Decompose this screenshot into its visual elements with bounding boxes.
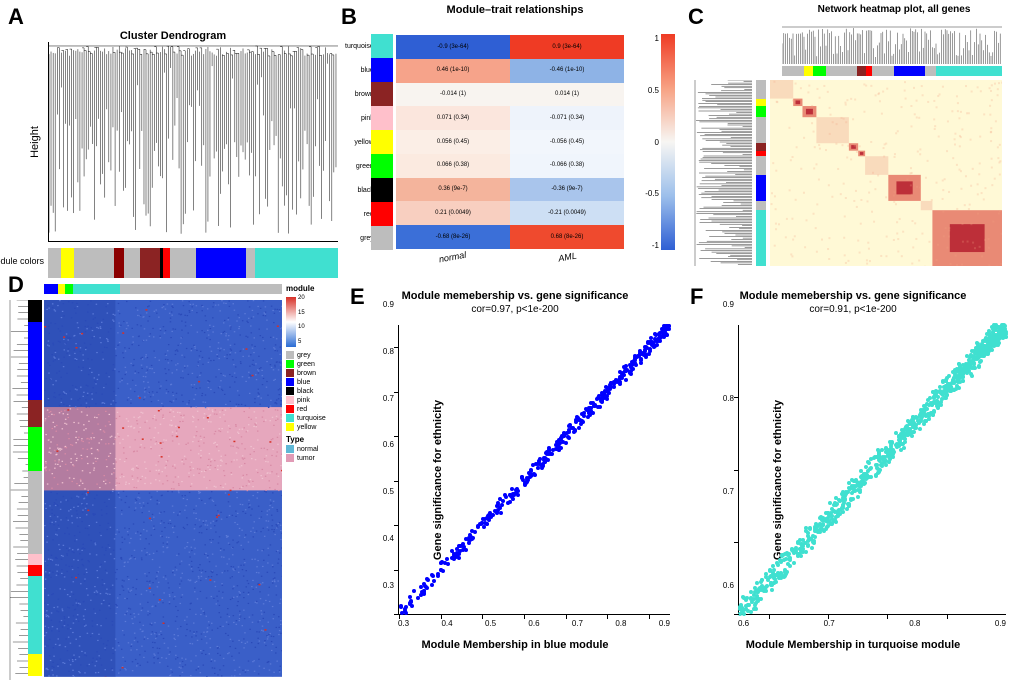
scatter-e-xlabel: Module Membership in blue module [350,639,680,651]
network-heatmap [770,80,1002,266]
panel-a: A Cluster Dendrogram Height 0.20.40.60.8… [8,4,338,274]
module-trait-grid: -0.9 (3e-64)0.9 (3e-64)0.46 (1e-10)-0.46… [395,34,625,250]
dendrogram-plot: Height [48,42,338,242]
scatter-f-xticks: 0.60.70.80.9 [738,619,1006,628]
heatmap-row-dendro [8,300,28,680]
network-top-dendro [782,24,1002,64]
panel-e: E Module memebership vs. gene significan… [350,290,680,670]
panel-label-f: F [690,284,703,310]
module-trait-rowchips [371,34,393,250]
dendrogram-svg [49,42,338,241]
panel-label-b: B [341,4,357,30]
network-left-dendro [692,80,752,266]
dendrogram-title: Cluster Dendrogram [8,30,338,42]
panel-c: C Network heatmap plot, all genes [692,4,1016,272]
panel-b: B Module–trait relationships turquoisebl… [345,4,685,272]
module-strip-label: Module colors [0,256,44,266]
heatmap-top-annot [44,284,282,294]
module-trait-title: Module–trait relationships [345,4,685,16]
panel-label-c: C [688,4,704,30]
module-color-strip: Module colors [48,248,338,278]
heatmap-rowbar [28,300,42,676]
module-trait-scale [661,34,675,250]
panel-label-e: E [350,284,365,310]
figure: A Cluster Dendrogram Height 0.20.40.60.8… [0,0,1020,684]
panel-d: D module2015105greygreenbrownblueblackpi… [8,278,338,680]
scatter-e-plot [398,325,670,615]
scatter-e-xticks: 0.30.40.50.60.70.80.9 [398,619,670,628]
scatter-f-plot [738,325,1006,615]
panel-label-d: D [8,272,24,298]
network-left-strip [756,80,766,266]
scatter-f-title: Module memebership vs. gene significance [690,290,1016,302]
heatmap-legend: module2015105greygreenbrownblueblackpink… [286,284,338,463]
module-trait-cols: normal AML [395,252,625,262]
network-top-strip [782,66,1002,76]
network-heatmap-title: Network heatmap plot, all genes [772,4,1016,15]
scatter-e-sub: cor=0.97, p<1e-200 [350,304,680,315]
panel-f: F Module memebership vs. gene significan… [690,290,1016,670]
scatter-f-yticks: 0.90.80.70.6 [714,300,734,590]
heatmap-main [44,300,282,677]
scatter-e-title: Module memebership vs. gene significance [350,290,680,302]
panel-label-a: A [8,4,338,30]
scatter-f-sub: cor=0.91, p<1e-200 [690,304,1016,315]
scatter-f-xlabel: Module Membership in turquoise module [690,639,1016,651]
module-trait-rownames: turquoisebluebrownpinkyellowgreenblackre… [345,34,369,250]
dendrogram-ylabel: Height [29,126,41,158]
scatter-e-yticks: 0.90.80.70.60.50.40.3 [374,300,394,590]
module-trait-scale-ticks: 10.50-0.5-1 [639,34,659,250]
